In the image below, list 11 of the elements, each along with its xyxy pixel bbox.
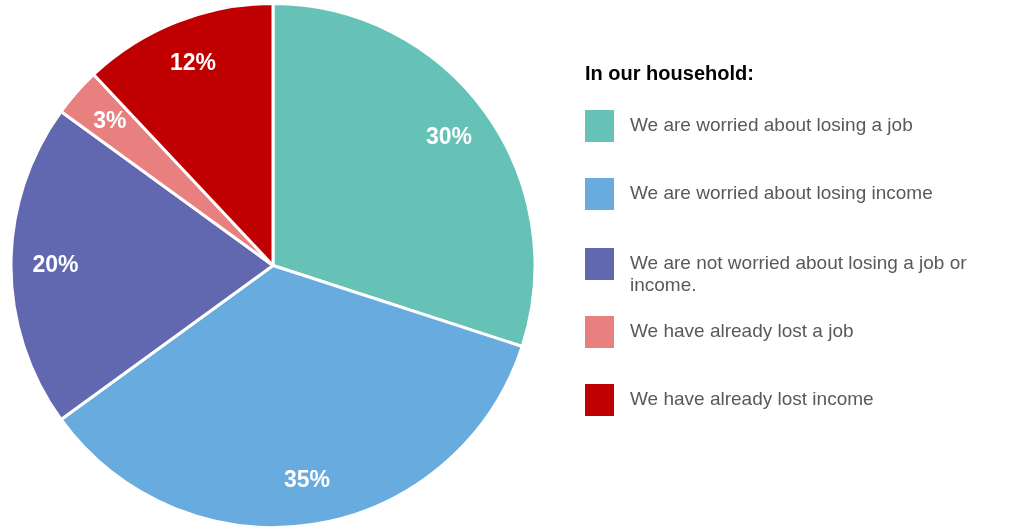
data-label: 20%: [32, 250, 79, 277]
legend-label: We are not worried about losing a job or income.: [630, 251, 968, 296]
legend-label: We have already lost income: [630, 387, 875, 410]
data-label: 30%: [425, 123, 472, 150]
legend-label: We have already lost a job: [630, 319, 855, 342]
data-label: 35%: [283, 465, 331, 492]
data-label: 3%: [93, 107, 127, 134]
legend-label: We are worried about losing a job: [630, 113, 914, 136]
legend-label: We are worried about losing income: [630, 181, 934, 204]
legend-title: In our household:: [585, 62, 755, 85]
data-label: 12%: [169, 48, 216, 75]
